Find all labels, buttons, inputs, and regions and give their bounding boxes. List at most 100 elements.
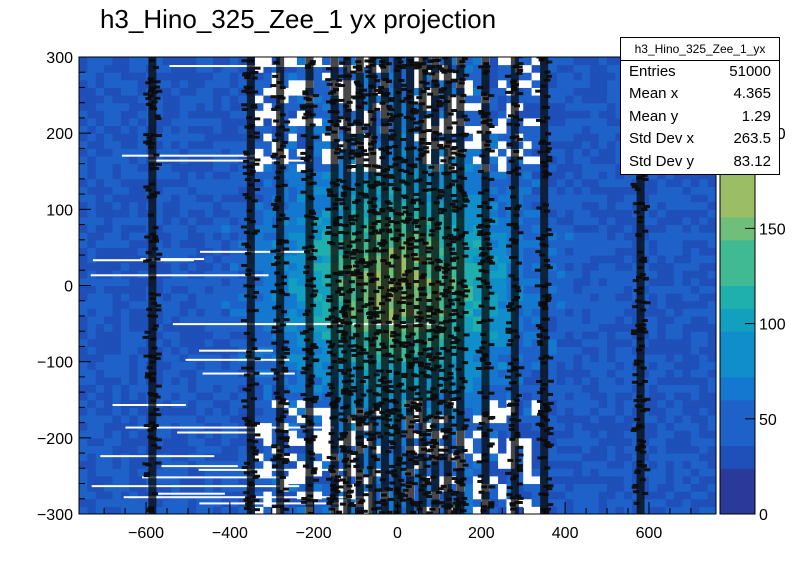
heatmap-cell [179,437,189,446]
heatmap-cell [229,255,239,264]
heatmap-cell [229,178,239,187]
heatmap-cell [79,156,88,165]
heatmap-cell [397,102,407,111]
heatmap-cell [573,194,583,203]
scatter-mark [252,449,259,453]
heatmap-cell [397,117,407,127]
scatter-mark [300,134,307,138]
heatmap-cell [447,483,457,492]
heatmap-cell [472,171,482,180]
scatter-mark [253,508,260,512]
heatmap-cell [674,255,683,264]
scatter-mark [154,114,161,118]
heatmap-cell [137,506,147,514]
heatmap-cell [322,361,331,370]
heatmap-cell [590,178,600,187]
heatmap-cell [280,171,290,180]
heatmap-cell [187,323,197,332]
heatmap-cell [137,437,147,446]
heatmap-cell [548,460,558,469]
heatmap-cell [615,72,625,81]
heatmap-cell [187,224,197,233]
heatmap-cell [229,133,239,142]
heatmap-cell [129,117,139,127]
heatmap-cell [221,315,231,325]
heatmap-cell [472,79,482,88]
heatmap-cell [548,133,558,142]
heatmap-cell [162,285,172,294]
heatmap-cell [229,110,239,119]
heatmap-cell [87,87,97,96]
heatmap-cell [288,430,298,439]
heatmap-cell [573,133,583,142]
heatmap-cell [213,224,222,233]
heatmap-cell [489,346,499,355]
heatmap-cell [514,255,524,264]
heatmap-cell [548,232,558,241]
heatmap-cell [255,277,264,286]
heatmap-cell [565,498,575,507]
heatmap-cell [514,315,524,325]
heatmap-cell [154,224,164,233]
heatmap-cell [581,491,591,500]
heatmap-cell [682,216,692,226]
heatmap-cell [120,239,130,248]
heatmap-cell [171,300,181,309]
heatmap-cell [288,460,298,469]
heatmap-cell [682,392,692,401]
heatmap-cell [196,460,206,469]
heatmap-cell [104,79,114,88]
heatmap-cell [573,140,583,149]
heatmap-cell [120,376,130,386]
heatmap-cell [607,148,616,157]
heatmap-cell [196,414,206,424]
heatmap-cell [322,430,331,439]
heatmap-cell [464,407,474,416]
heatmap-cell [682,422,692,431]
heatmap-cell [422,110,432,119]
heatmap-cell [573,239,583,248]
heatmap-cell [221,171,231,180]
heatmap-cell [313,247,323,256]
heatmap-cell [498,224,507,233]
heatmap-cell [690,453,700,462]
heatmap-cell [657,384,667,393]
heatmap-cell [472,376,482,386]
heatmap-cell [615,445,625,454]
heatmap-cell [204,262,214,271]
heatmap-cell [372,376,382,386]
heatmap-cell [112,163,122,172]
heatmap-cell [397,87,407,96]
heatmap-cell [313,460,323,469]
heatmap-cell [523,506,533,514]
heatmap-cell [263,216,273,226]
scatter-mark [252,476,259,480]
heatmap-cell [213,399,222,408]
heatmap-cell [322,209,331,218]
heatmap-cell [665,445,675,454]
heatmap-cell [263,392,273,401]
heatmap-cell [120,156,130,165]
heatmap-cell [79,216,88,226]
heatmap-cell [565,140,575,149]
heatmap-cell [514,483,524,492]
heatmap-cell [154,247,164,256]
heatmap-cell [489,255,499,264]
heatmap-cell [187,354,197,363]
heatmap-cell [229,300,239,309]
heatmap-cell [129,224,139,233]
heatmap-cell [137,163,147,172]
heatmap-cell [498,262,507,271]
heatmap-cell [615,369,625,378]
heatmap-cell [322,437,331,446]
heatmap-cell [598,285,608,294]
heatmap-cell [79,247,88,256]
heatmap-cell [590,163,600,172]
dense-column-band [276,57,285,514]
heatmap-cell [372,102,382,111]
heatmap-cell [87,125,97,134]
heatmap-cell [187,102,197,111]
scatter-mark [241,366,248,370]
heatmap-cell [648,270,658,279]
heatmap-cell [120,87,130,96]
